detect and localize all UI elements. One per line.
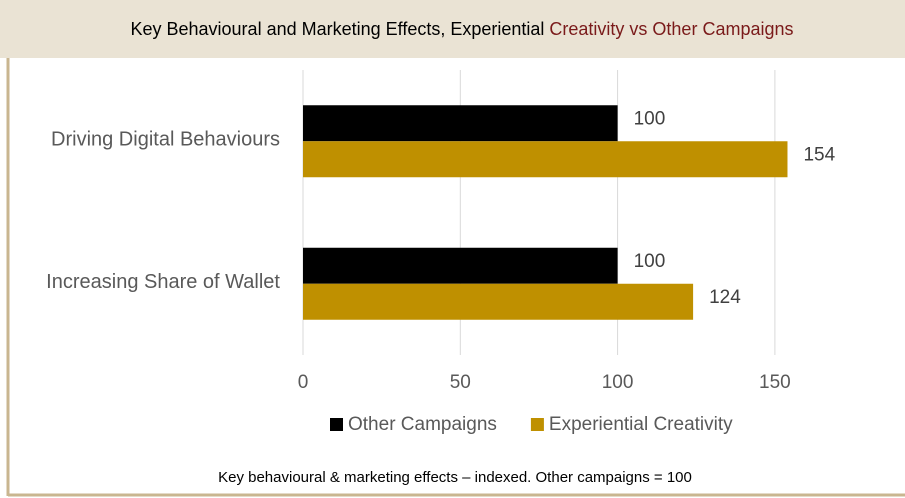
- title-highlight: Creativity vs Other Campaigns: [549, 19, 793, 39]
- x-tick-label: 100: [602, 372, 634, 393]
- bar: [303, 105, 618, 142]
- bar: [303, 283, 694, 320]
- title-bar: [0, 0, 905, 58]
- x-tick-label: 150: [759, 372, 791, 393]
- value-label: 100: [634, 108, 666, 129]
- x-tick-label: 0: [298, 372, 309, 393]
- legend-swatch: [530, 418, 544, 431]
- value-label: 124: [709, 287, 741, 308]
- legend-label: Experiential Creativity: [549, 414, 733, 435]
- category-label: Increasing Share of Wallet: [46, 271, 280, 293]
- value-label: 154: [803, 144, 835, 165]
- bar: [303, 141, 788, 178]
- chart-title: Key Behavioural and Marketing Effects, E…: [130, 19, 793, 39]
- category-label: Driving Digital Behaviours: [51, 129, 280, 151]
- legend-label: Other Campaigns: [348, 414, 497, 435]
- bar: [303, 247, 618, 284]
- x-tick-label: 50: [450, 372, 471, 393]
- value-label: 100: [634, 251, 666, 272]
- title-part: Key Behavioural and Marketing Effects, E…: [130, 19, 544, 39]
- legend-swatch: [330, 418, 343, 431]
- footnote: Key behavioural & marketing effects – in…: [218, 469, 692, 486]
